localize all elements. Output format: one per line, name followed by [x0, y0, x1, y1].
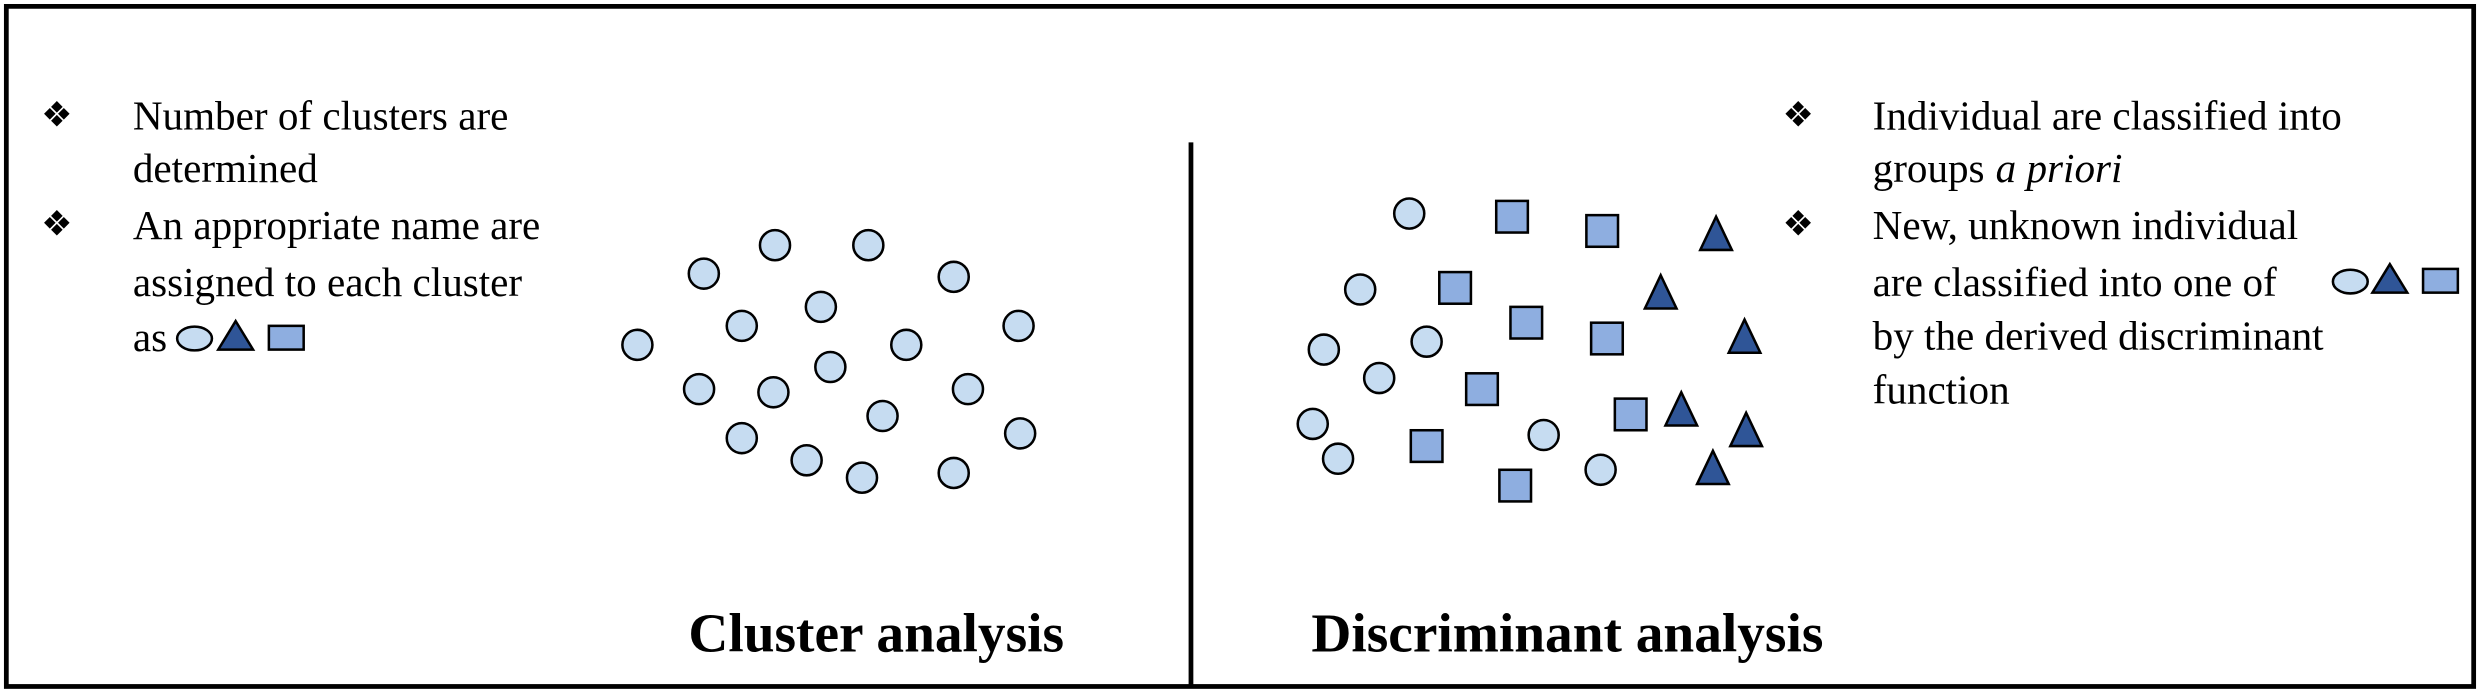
bullet-text: function — [1873, 366, 2010, 412]
panel-title: Cluster analysis — [688, 603, 1064, 664]
bullet-text: as — [133, 314, 167, 360]
text-run: groups — [1873, 145, 1985, 191]
bullet-text: are classified into one of — [1873, 259, 2277, 305]
bullet-text: by the derived discriminant — [1873, 313, 2325, 359]
bullet: ❖ — [41, 96, 72, 135]
cluster-points — [621, 228, 1037, 494]
bullet-text: groups a priori — [1873, 145, 2123, 191]
bullet-text: Individual are classified into — [1873, 93, 2342, 139]
legend-icons — [175, 318, 305, 352]
bullet-text: An appropriate name are — [133, 202, 540, 248]
bullet-text: New, unknown individual — [1873, 202, 2299, 248]
bullet-text: determined — [133, 145, 318, 191]
frame — [3, 3, 2477, 689]
emphasis: a priori — [1996, 145, 2123, 191]
bullet-text: assigned to each cluster — [133, 259, 523, 305]
panel-title: Discriminant analysis — [1311, 603, 1823, 664]
bullet: ❖ — [1783, 96, 1814, 135]
group-points — [1296, 197, 1764, 503]
bullet: ❖ — [1783, 205, 1814, 244]
legend-icons — [2331, 261, 2460, 295]
bullet-text: Number of clusters are — [133, 93, 509, 139]
bullet: ❖ — [41, 205, 72, 244]
